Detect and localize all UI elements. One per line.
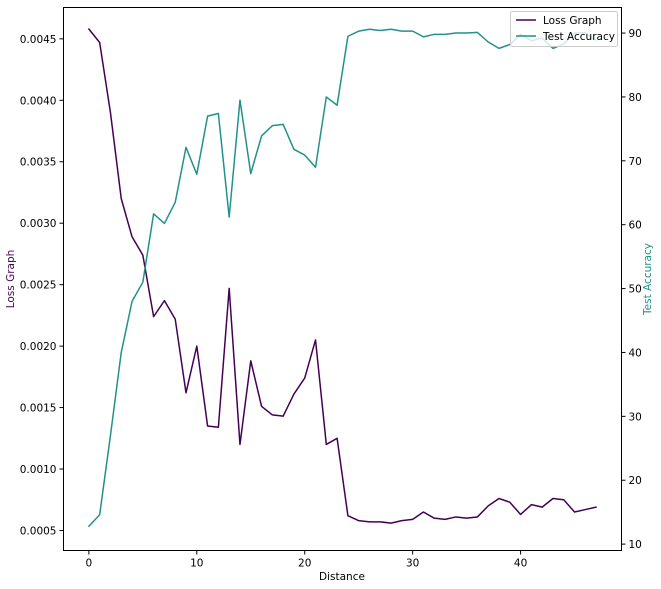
legend: Loss Graph Test Accuracy [510,11,618,47]
ticks-layer: 0 10 20 30 40 0.0005 0.0010 0.0015 0.0020 0.0025 0… [20,28,642,569]
right-y-tick-label: 30 [629,411,642,423]
left-y-tick-label: 0.0020 [20,341,57,353]
left-y-tick-label: 0.0025 [20,280,57,292]
right-y-tick-label: 80 [629,92,642,104]
x-tick-label: 20 [298,558,311,570]
right-y-tick-label: 10 [629,539,642,551]
right-y-tick-label: 20 [629,475,642,487]
right-y-tick-label: 40 [629,347,642,359]
right-y-tick-label: 60 [629,220,642,232]
x-tick-label: 10 [190,558,203,570]
plot-area-frame [63,7,622,551]
x-tick-label: 40 [514,558,527,570]
legend-box [510,11,618,47]
loss-graph-series-line [88,28,597,524]
left-y-tick-label: 0.0015 [20,403,57,415]
legend-label-accuracy: Test Accuracy [542,31,615,43]
left-y-tick-label: 0.0035 [20,157,57,169]
right-y-tick-label: 90 [629,28,642,40]
legend-label-loss: Loss Graph [543,15,602,27]
right-y-tick-label: 50 [629,284,642,296]
left-y-tick-label: 0.0045 [20,34,57,46]
right-axis-title: Test Accuracy [642,243,654,316]
x-axis-title: Distance [319,571,365,583]
left-y-tick-label: 0.0010 [20,464,57,476]
left-y-tick-label: 0.0040 [20,95,57,107]
left-y-tick-label: 0.0005 [20,525,57,537]
right-y-tick-label: 70 [629,156,642,168]
left-axis-title: Loss Graph [5,250,17,309]
x-tick-label: 30 [406,558,419,570]
x-tick-label: 0 [86,558,93,570]
left-y-tick-label: 0.0030 [20,218,57,230]
